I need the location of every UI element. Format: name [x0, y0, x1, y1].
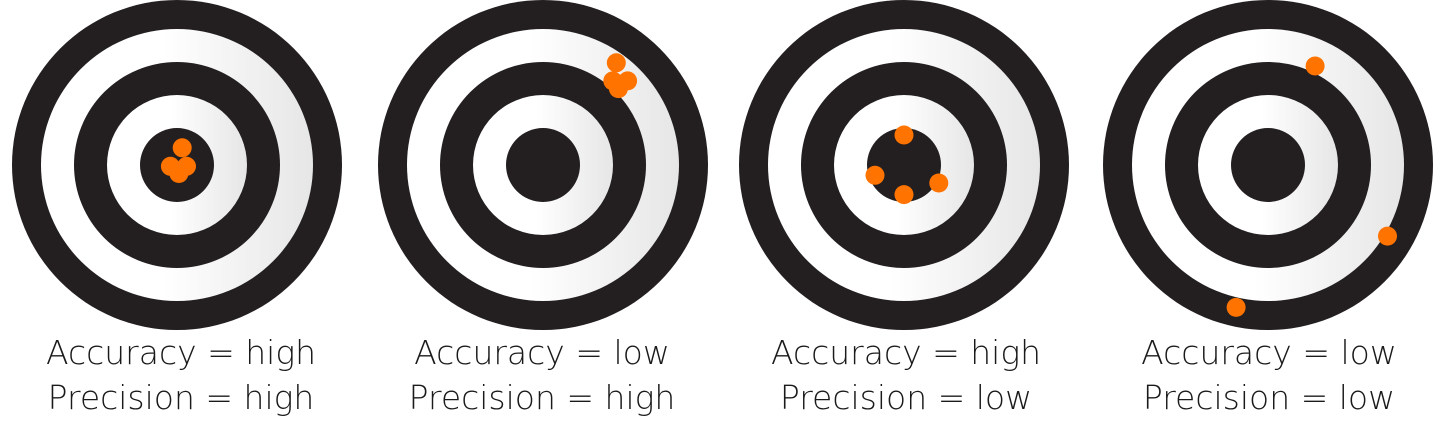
panel-high-accuracy-low-precision: Accuracy = high Precision = low: [725, 0, 1087, 434]
bullseye: [506, 128, 580, 202]
shot-3: [894, 185, 914, 205]
precision-caption-2: Precision = high: [408, 378, 676, 417]
bullseye: [867, 128, 941, 202]
panel-low-accuracy-low-precision: Accuracy = low Precision = low: [1088, 0, 1450, 434]
target-2: [378, 0, 708, 330]
shot-4: [169, 164, 189, 183]
accuracy-caption-4: Accuracy = low: [1141, 333, 1397, 372]
panel-high-accuracy-high-precision: Accuracy = high Precision = high: [0, 0, 362, 434]
bullseye: [1231, 128, 1305, 202]
precision-caption-3: Precision = low: [779, 378, 1033, 417]
shot-4: [608, 79, 628, 99]
target-1: [12, 0, 342, 330]
accuracy-caption-2: Accuracy = low: [414, 333, 670, 372]
target-3: [739, 0, 1069, 330]
shot-2: [1305, 56, 1325, 76]
precision-caption-1: Precision = high: [47, 378, 315, 417]
shot-1: [894, 125, 914, 145]
shot-2: [865, 165, 885, 185]
target-4: [1103, 0, 1433, 330]
shot-1: [606, 53, 626, 73]
shot-4: [1378, 226, 1397, 246]
accuracy-caption-3: Accuracy = high: [770, 333, 1042, 372]
shot-1: [172, 138, 192, 158]
panel-low-accuracy-high-precision: Accuracy = low Precision = high: [361, 0, 723, 434]
accuracy-caption-1: Accuracy = high: [45, 333, 317, 372]
shot-4: [929, 173, 949, 193]
precision-caption-4: Precision = low: [1142, 378, 1396, 417]
shot-3: [1226, 297, 1246, 317]
